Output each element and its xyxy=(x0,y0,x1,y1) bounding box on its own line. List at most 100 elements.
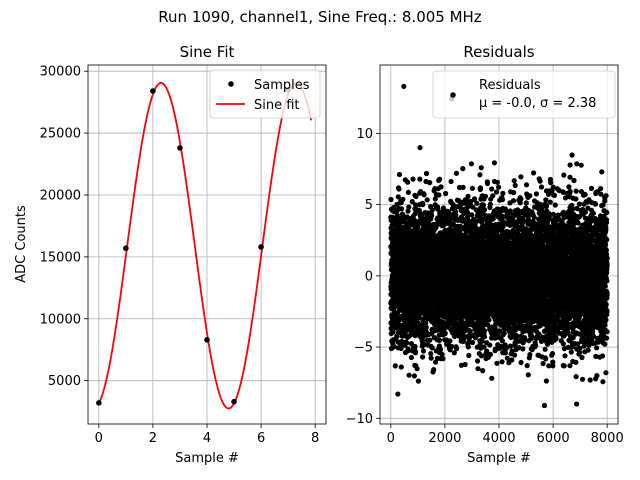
y-tick-label: 10000 xyxy=(40,312,81,327)
residual-point xyxy=(500,190,506,196)
residual-point xyxy=(427,337,433,343)
residual-point xyxy=(411,373,417,379)
residual-point xyxy=(465,193,471,199)
residual-point xyxy=(391,205,397,211)
residual-point xyxy=(465,344,471,350)
residual-point xyxy=(518,359,524,366)
sample-point xyxy=(204,337,210,343)
residual-point xyxy=(489,186,495,192)
residual-point xyxy=(518,196,524,202)
residual-point xyxy=(466,352,472,359)
y-tick-label: 20000 xyxy=(40,188,81,203)
y-tick-label: 25000 xyxy=(40,127,81,142)
residual-point xyxy=(440,356,446,362)
residual-point xyxy=(417,176,423,182)
residual-point xyxy=(482,193,489,199)
residual-point xyxy=(431,367,437,373)
residual-point xyxy=(469,212,475,218)
residual-point xyxy=(413,193,419,200)
x-tick-label: 2000 xyxy=(428,431,461,446)
residual-point xyxy=(432,196,438,202)
residual-point xyxy=(447,338,453,344)
residual-point xyxy=(510,198,517,204)
residual-point xyxy=(499,197,506,203)
residual-point xyxy=(453,170,460,176)
residual-point xyxy=(405,189,411,195)
residual-point xyxy=(494,179,500,185)
residual-point xyxy=(480,202,486,208)
residual-point xyxy=(424,197,430,203)
residual-point xyxy=(437,337,443,343)
residual-point xyxy=(443,190,449,197)
residual-point xyxy=(390,329,396,335)
residual-point xyxy=(396,171,403,178)
residuals-plot-area xyxy=(388,83,610,409)
residual-point xyxy=(429,345,435,351)
sample-point xyxy=(96,400,102,406)
residual-point xyxy=(490,193,496,199)
residual-point xyxy=(406,204,412,210)
residual-point xyxy=(484,180,491,187)
x-tick-label: 0 xyxy=(387,431,395,446)
residual-point xyxy=(514,333,520,339)
residual-point xyxy=(438,184,444,190)
figure-suptitle: Run 1090, channel1, Sine Freq.: 8.005 MH… xyxy=(158,8,482,26)
residual-point xyxy=(477,185,483,191)
y-tick-label: 0 xyxy=(365,269,373,284)
residual-point xyxy=(481,328,488,334)
residual-point xyxy=(415,378,421,384)
x-tick-label: 8000 xyxy=(591,431,624,446)
legend-sine-fit-label: Sine fit xyxy=(254,98,300,113)
residual-point xyxy=(404,340,410,346)
residual-point xyxy=(493,189,500,195)
residual-point xyxy=(398,364,404,370)
x-tick-label: 2 xyxy=(149,431,157,446)
residual-point xyxy=(504,355,510,361)
residual-point xyxy=(399,206,405,212)
residual-point xyxy=(487,201,493,207)
residual-point xyxy=(413,349,419,355)
sine-fit-plot-area xyxy=(96,82,313,410)
sine-fit-title: Sine Fit xyxy=(180,43,235,61)
residual-point xyxy=(511,178,517,184)
residual-point xyxy=(394,333,400,339)
residual-point xyxy=(480,368,486,374)
residual-point xyxy=(405,179,411,185)
residual-point xyxy=(474,358,481,364)
residual-point xyxy=(509,357,515,363)
x-tick-label: 6 xyxy=(257,431,265,446)
residual-point xyxy=(478,165,484,171)
residual-point xyxy=(388,196,394,203)
residual-point xyxy=(460,166,466,172)
residual-point xyxy=(442,331,448,337)
legend-samples-label: Samples xyxy=(254,78,310,93)
residual-point xyxy=(437,176,443,182)
residual-point xyxy=(414,366,420,372)
sample-point xyxy=(150,88,156,94)
y-tick-label: 5000 xyxy=(48,374,81,389)
x-tick-label: 4000 xyxy=(482,431,515,446)
residual-point xyxy=(520,346,526,352)
sample-point xyxy=(231,398,237,405)
residual-point xyxy=(398,345,404,351)
residual-point xyxy=(510,190,517,196)
residuals-panel: Residuals Sample # 0 2000 4000 6000 8000−10−… xyxy=(346,43,624,466)
residual-point xyxy=(512,182,518,188)
residual-point xyxy=(400,196,406,202)
residual-point xyxy=(428,355,434,361)
residual-point xyxy=(427,180,433,186)
residual-point xyxy=(394,212,400,218)
residual-point xyxy=(391,343,397,350)
residual-points xyxy=(388,83,610,409)
residuals-title: Residuals xyxy=(463,43,534,61)
residual-point xyxy=(501,330,507,336)
residual-point xyxy=(489,375,495,381)
sample-point xyxy=(177,145,183,151)
sample-point xyxy=(123,245,129,252)
x-tick-label: 0 xyxy=(95,431,103,446)
residual-point xyxy=(490,216,496,222)
residual-point xyxy=(470,339,476,346)
residual-point xyxy=(392,363,398,369)
